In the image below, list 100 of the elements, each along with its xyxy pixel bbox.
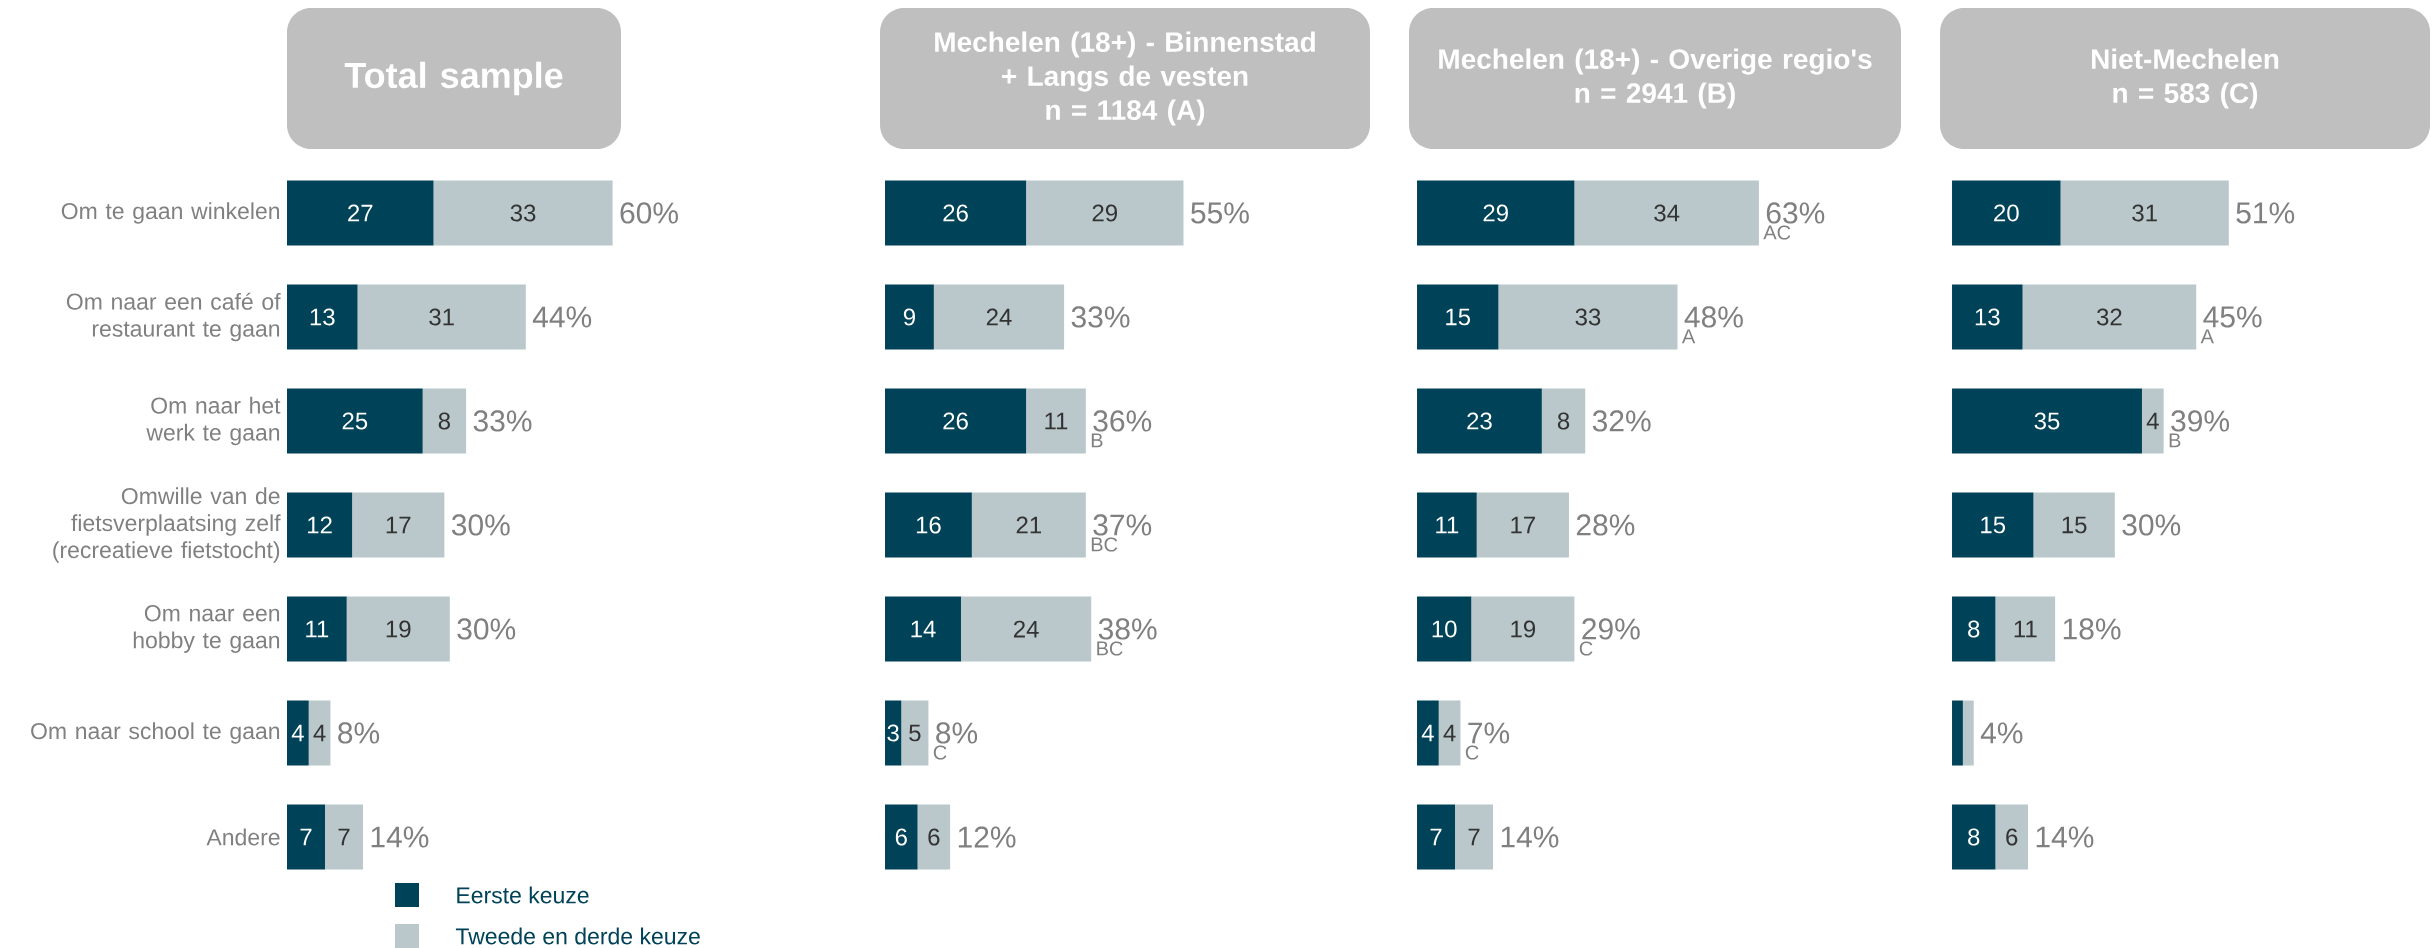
data-label: 19 xyxy=(1511,620,1536,638)
data-label: 17 xyxy=(386,516,411,534)
total-label: 32% xyxy=(1592,410,1651,432)
total-label: 39% xyxy=(2171,410,2230,432)
bar xyxy=(1455,804,1493,870)
data-label: 7 xyxy=(1468,828,1480,846)
bar xyxy=(1498,284,1678,350)
bar xyxy=(287,596,347,662)
data-label: 33 xyxy=(1575,308,1601,326)
data-label: 12 xyxy=(308,516,332,534)
bar xyxy=(885,180,1027,246)
data-label: 11 xyxy=(306,620,329,638)
bar xyxy=(885,492,972,558)
annotation: B xyxy=(2169,433,2181,448)
data-label: 3 xyxy=(887,724,899,742)
bar xyxy=(1952,596,1996,662)
data-label: 17 xyxy=(1511,516,1535,534)
bar xyxy=(1417,804,1456,870)
total-label: 60% xyxy=(620,202,678,224)
total-label: 36% xyxy=(1093,410,1152,432)
bar xyxy=(287,700,309,766)
bar xyxy=(2033,492,2115,558)
total-label: 18% xyxy=(2063,618,2121,640)
bar xyxy=(933,284,1065,350)
bar xyxy=(287,180,434,246)
total-label: 33% xyxy=(473,410,532,432)
data-label: 24 xyxy=(1013,620,1039,638)
data-label: 4 xyxy=(1443,724,1456,742)
bar xyxy=(352,492,445,558)
data-label: 14 xyxy=(911,620,936,638)
chart-title: Niet-Mechelen xyxy=(2092,48,2279,70)
total-label: 7% xyxy=(1468,722,1510,744)
total-label: 37% xyxy=(1093,514,1152,536)
data-label: 4 xyxy=(313,724,326,742)
bar xyxy=(287,284,358,350)
total-label: 51% xyxy=(2236,202,2295,224)
bar xyxy=(1952,180,2061,246)
data-label: 29 xyxy=(1483,204,1508,222)
total-label: 30% xyxy=(2122,514,2181,536)
bar xyxy=(2022,284,2197,350)
bar xyxy=(1995,804,2028,870)
total-label: 45% xyxy=(2203,306,2262,328)
data-label: 31 xyxy=(429,308,454,326)
y-tick-label: Andere xyxy=(206,828,280,846)
data-label: 21 xyxy=(1016,516,1041,534)
bar xyxy=(885,804,918,870)
bar xyxy=(287,492,353,558)
bar xyxy=(2141,388,2164,454)
bar xyxy=(1541,388,1586,454)
data-label: 8 xyxy=(438,412,450,430)
annotation: A xyxy=(1681,329,1696,344)
bar xyxy=(1471,596,1575,662)
total-label: 38% xyxy=(1098,618,1157,640)
total-label: 48% xyxy=(1684,306,1743,328)
bar xyxy=(1952,284,2023,350)
total-label: 29% xyxy=(1582,618,1640,640)
data-label: 8 xyxy=(1968,828,1980,846)
data-label: 4 xyxy=(291,724,304,742)
data-label: 15 xyxy=(1446,308,1471,326)
total-label: 30% xyxy=(451,514,510,536)
bar xyxy=(287,804,325,870)
total-label: 8% xyxy=(338,722,380,744)
data-label: 15 xyxy=(1981,516,2006,534)
data-label: 7 xyxy=(338,828,350,846)
bar xyxy=(433,180,613,246)
data-label: 13 xyxy=(1975,308,2000,326)
annotation: C xyxy=(1579,641,1593,656)
data-label: 6 xyxy=(895,828,907,846)
annotation: C xyxy=(1465,745,1479,760)
total-label: 30% xyxy=(457,618,516,640)
data-label: 26 xyxy=(943,204,968,222)
data-label: 31 xyxy=(2132,204,2157,222)
total-label: 14% xyxy=(371,826,429,848)
bar xyxy=(308,700,331,766)
data-label: 25 xyxy=(342,412,368,430)
total-label: 12% xyxy=(958,826,1016,848)
data-label: 7 xyxy=(300,828,312,846)
total-label: 33% xyxy=(1071,306,1130,328)
data-label: 4 xyxy=(2146,412,2159,430)
bar xyxy=(357,284,526,350)
bar xyxy=(885,596,961,662)
bar xyxy=(885,700,902,766)
bar xyxy=(1417,180,1575,246)
chart-title: Mechelen (18+) - Overige regio's xyxy=(1439,48,1872,75)
y-tick-label: Om naar een café of restaurant te gaan xyxy=(66,292,281,342)
bar xyxy=(1476,492,1569,558)
total-label: 63% xyxy=(1766,202,1825,224)
bar xyxy=(324,804,363,870)
annotation: AC xyxy=(1763,225,1791,240)
bar xyxy=(346,596,450,662)
y-tick-label: Om naar school te gaan xyxy=(31,722,280,744)
legend-label: Eerste keuze xyxy=(457,886,589,904)
bar xyxy=(1962,700,1974,766)
data-label: 7 xyxy=(1430,828,1442,846)
data-label: 16 xyxy=(916,516,941,534)
bar xyxy=(917,804,951,870)
bar xyxy=(1026,180,1184,246)
chart-subtitle: n = 1184 (A) xyxy=(1046,99,1205,126)
y-tick-label: Omwille van de fietsverplaatsing zelf (recreatieve fietstocht) xyxy=(53,487,281,563)
bar xyxy=(422,388,467,454)
